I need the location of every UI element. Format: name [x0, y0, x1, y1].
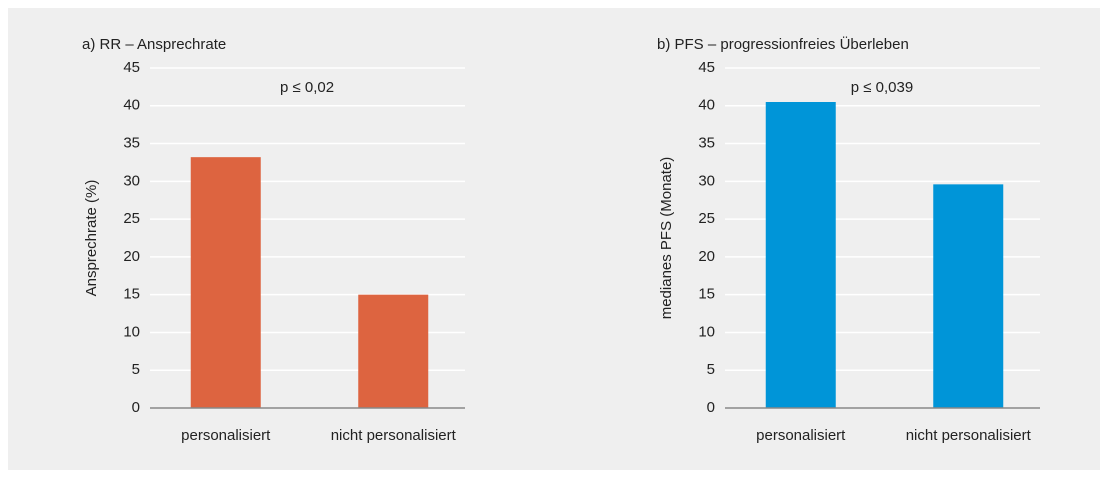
- panel-background: [8, 8, 1100, 470]
- y-tick-label: 10: [698, 323, 715, 340]
- bar: [765, 102, 836, 408]
- chart-title: b) PFS – progressionfreies Überleben: [657, 35, 909, 53]
- y-tick-label: 30: [123, 172, 140, 189]
- y-tick-label: 25: [698, 210, 715, 227]
- y-tick-label: 5: [132, 361, 140, 378]
- y-tick-label: 45: [123, 59, 140, 76]
- y-tick-label: 5: [707, 361, 715, 378]
- y-axis-label: medianes PFS (Monate): [658, 157, 675, 320]
- y-tick-label: 35: [123, 135, 140, 152]
- y-tick-label: 0: [707, 399, 715, 416]
- bar: [358, 294, 429, 408]
- y-tick-label: 25: [123, 210, 140, 227]
- y-tick-label: 15: [698, 286, 715, 303]
- x-tick-label: personalisiert: [756, 427, 846, 444]
- x-tick-label: nicht personalisiert: [905, 427, 1031, 444]
- y-tick-label: 20: [123, 248, 140, 265]
- annotation: p ≤ 0,02: [280, 79, 334, 96]
- y-tick-label: 20: [698, 248, 715, 265]
- bar: [190, 157, 261, 408]
- chart-title: a) RR – Ansprechrate: [82, 36, 226, 53]
- y-tick-label: 15: [123, 286, 140, 303]
- annotation: p ≤ 0,039: [851, 79, 913, 96]
- y-tick-label: 30: [698, 172, 715, 189]
- y-tick-label: 35: [698, 135, 715, 152]
- y-axis-label: Ansprechrate (%): [83, 180, 100, 297]
- y-tick-label: 0: [132, 399, 140, 416]
- y-tick-label: 45: [698, 59, 715, 76]
- x-tick-label: personalisiert: [181, 427, 271, 444]
- y-tick-label: 40: [123, 97, 140, 114]
- bar: [933, 184, 1004, 408]
- x-tick-label: nicht personalisiert: [330, 427, 456, 444]
- y-tick-label: 40: [698, 97, 715, 114]
- y-tick-label: 10: [123, 323, 140, 340]
